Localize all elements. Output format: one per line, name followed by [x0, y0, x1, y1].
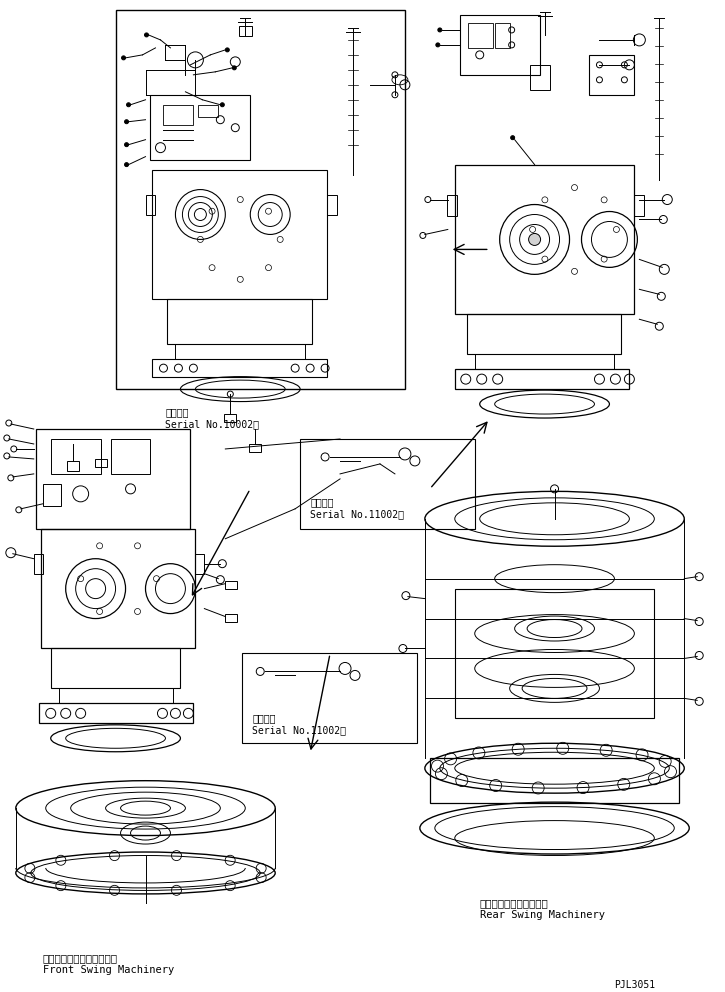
- Bar: [249, 444, 261, 452]
- Bar: [199, 105, 218, 117]
- Bar: [455, 369, 629, 389]
- Circle shape: [529, 233, 541, 245]
- Text: Serial No.11002～: Serial No.11002～: [310, 509, 404, 519]
- Bar: [494, 23, 510, 48]
- Bar: [224, 414, 236, 422]
- Bar: [460, 15, 539, 74]
- Bar: [152, 170, 327, 300]
- Text: Front Swing Machinery: Front Swing Machinery: [43, 965, 174, 975]
- Bar: [430, 758, 679, 804]
- Bar: [36, 429, 191, 529]
- Bar: [196, 554, 204, 573]
- Bar: [34, 554, 43, 573]
- Bar: [239, 26, 252, 36]
- Bar: [300, 439, 475, 529]
- Circle shape: [436, 43, 440, 47]
- Circle shape: [510, 136, 515, 140]
- Circle shape: [225, 48, 229, 52]
- Text: Serial No.10002～: Serial No.10002～: [165, 419, 260, 429]
- Bar: [447, 194, 457, 216]
- Bar: [529, 64, 550, 90]
- Text: 適用号機: 適用号機: [165, 407, 189, 417]
- Text: PJL3051: PJL3051: [614, 980, 655, 990]
- Bar: [111, 439, 151, 474]
- Bar: [38, 703, 194, 723]
- Circle shape: [438, 28, 442, 32]
- Circle shape: [125, 163, 128, 167]
- Text: リヤースイングマシナリ: リヤースイングマシナリ: [480, 898, 549, 908]
- Bar: [327, 194, 337, 214]
- Bar: [152, 359, 327, 377]
- Text: 適用号機: 適用号機: [310, 497, 334, 507]
- Bar: [468, 23, 493, 48]
- Bar: [67, 461, 78, 471]
- Circle shape: [125, 143, 128, 147]
- Bar: [455, 165, 634, 314]
- Bar: [242, 654, 417, 743]
- Bar: [589, 55, 634, 95]
- Text: フロントスイングマシナリ: フロントスイングマシナリ: [43, 952, 117, 963]
- Bar: [95, 459, 107, 467]
- Text: Rear Swing Machinery: Rear Swing Machinery: [480, 910, 605, 920]
- Bar: [225, 614, 237, 622]
- Bar: [41, 529, 196, 649]
- Bar: [163, 105, 194, 125]
- Bar: [151, 95, 250, 160]
- Text: Serial No.11002～: Serial No.11002～: [252, 725, 347, 735]
- Bar: [146, 194, 155, 214]
- Bar: [43, 484, 61, 506]
- Bar: [51, 439, 101, 474]
- Circle shape: [122, 56, 125, 60]
- Bar: [455, 588, 655, 718]
- Bar: [634, 194, 645, 216]
- Bar: [475, 354, 614, 369]
- Bar: [167, 300, 312, 344]
- Circle shape: [220, 103, 224, 107]
- Bar: [175, 344, 305, 359]
- Bar: [51, 649, 181, 688]
- Circle shape: [232, 65, 236, 69]
- Bar: [115, 10, 405, 389]
- Bar: [59, 688, 173, 703]
- Text: 適用号機: 適用号機: [252, 713, 276, 723]
- Circle shape: [125, 120, 128, 124]
- Circle shape: [144, 33, 149, 37]
- Circle shape: [127, 103, 130, 107]
- Bar: [467, 314, 621, 354]
- Bar: [225, 580, 237, 588]
